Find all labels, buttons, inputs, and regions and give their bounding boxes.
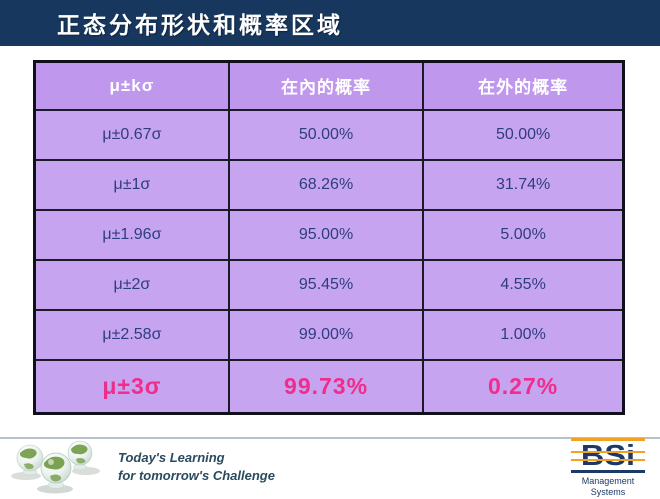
slide-title: 正态分布形状和概率区域	[57, 12, 343, 38]
bsi-underline	[571, 470, 645, 473]
table-row: μ±0.67σ 50.00% 50.00%	[33, 108, 625, 161]
slogan: Today's Learning for tomorrow's Challeng…	[118, 449, 275, 485]
table-cell: 31.74%	[422, 158, 625, 211]
table-cell: 95.00%	[227, 208, 425, 261]
table-cell: 4.55%	[422, 258, 625, 311]
table-cell: 99.73%	[227, 358, 425, 415]
table-header-row: μ±kσ 在內的概率 在外的概率	[33, 60, 625, 111]
table-cell: 50.00%	[422, 108, 625, 161]
slogan-line-1: Today's Learning	[118, 450, 225, 465]
header-cell-outside-probability: 在外的概率	[422, 60, 625, 111]
table-cell: μ±3σ	[33, 358, 230, 415]
table-cell: 0.27%	[422, 358, 625, 415]
probability-table: μ±kσ 在內的概率 在外的概率 μ±0.67σ 50.00% 50.00% μ…	[33, 60, 625, 415]
table-cell: 50.00%	[227, 108, 425, 161]
bsi-subtitle-line-2: Systems	[590, 486, 626, 497]
bsi-subtitle-line-1: Management	[581, 476, 635, 486]
slogan-line-2: for tomorrow's Challenge	[118, 468, 275, 484]
table-row: μ±1σ 68.26% 31.74%	[33, 158, 625, 211]
table-cell: 68.26%	[227, 158, 425, 211]
footer-divider	[0, 437, 660, 439]
table-cell: 95.45%	[227, 258, 425, 311]
table-row-highlight-3sigma: μ±3σ 99.73% 0.27%	[33, 358, 625, 415]
table-cell: μ±1.96σ	[33, 208, 230, 261]
title-bar: 正态分布形状和概率区域	[0, 0, 660, 46]
table-cell: μ±1σ	[33, 158, 230, 211]
table-cell: μ±0.67σ	[33, 108, 230, 161]
bsi-wordmark: BSi	[571, 438, 645, 473]
header-cell-inside-probability: 在內的概率	[227, 60, 425, 111]
table-cell: μ±2σ	[33, 258, 230, 311]
table-cell: 5.00%	[422, 208, 625, 261]
globes-icon	[8, 438, 108, 499]
table-cell: 99.00%	[227, 308, 425, 361]
bsi-logo: BSi Management Systems	[571, 438, 645, 498]
table-cell: 1.00%	[422, 308, 625, 361]
bsi-letters: BSi	[580, 440, 636, 472]
table-cell: μ±2.58σ	[33, 308, 230, 361]
table-row: μ±2σ 95.45% 4.55%	[33, 258, 625, 311]
header-cell-k-sigma: μ±kσ	[33, 60, 230, 111]
table-row: μ±1.96σ 95.00% 5.00%	[33, 208, 625, 261]
bsi-subtitle: Management Systems	[571, 476, 645, 498]
table-row: μ±2.58σ 99.00% 1.00%	[33, 308, 625, 361]
